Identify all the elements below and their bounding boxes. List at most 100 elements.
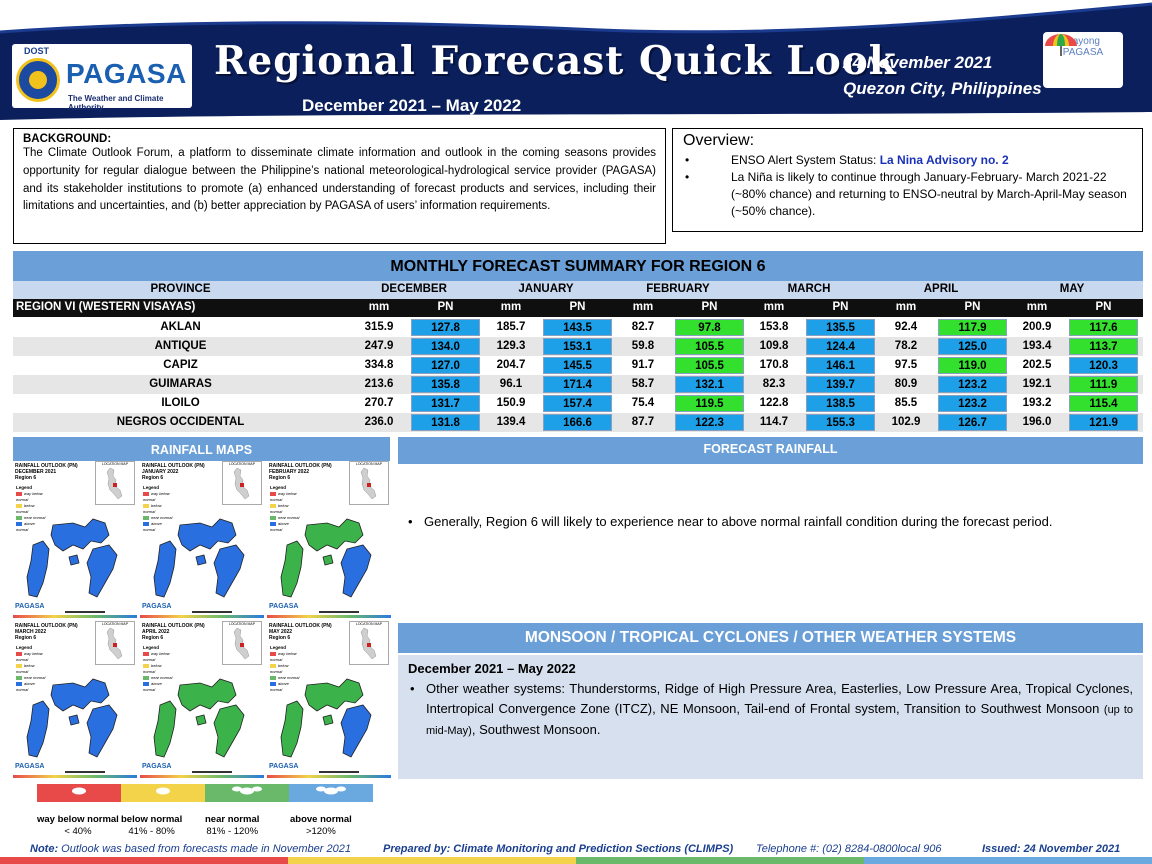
header-banner: DOST PAGASA The Weather and Climate Auth… (0, 0, 1152, 122)
mm-value: 102.9 (891, 416, 921, 428)
monsoon-text-main: Other weather systems: Thunderstorms, Ri… (426, 681, 1133, 716)
table-subheader-row: REGION VI (WESTERN VISAYAS) mm PN mm PN mm PN… (13, 299, 1143, 317)
region6-map (153, 518, 245, 598)
province-name: NEGROS OCCIDENTAL (116, 416, 245, 428)
map-legend: Legend way below normal below normal near n… (270, 645, 300, 692)
map-label: RAINFALL OUTLOOK (PN) MARCH 2022 Region 6 (15, 623, 78, 641)
pn-value: 155.3 (806, 414, 875, 431)
month-header-may: MAY (1059, 283, 1085, 295)
cloud-icon (232, 786, 262, 795)
map-title: RAINFALL OUTLOOK (PN) (15, 463, 78, 469)
month-header-february: FEBRUARY (646, 283, 710, 295)
region-label: REGION VI (WESTERN VISAYAS) (16, 301, 196, 313)
region6-map (280, 678, 372, 758)
legend-item-near: near normal (278, 675, 300, 680)
legend-item-below: below normal (143, 503, 162, 514)
mm-value: 236.0 (364, 416, 394, 428)
mm-value: 129.3 (496, 340, 526, 352)
province-name: GUIMARAS (149, 378, 212, 390)
legend-item-way-below: way below normal (270, 491, 297, 502)
map-region: Region 6 (142, 475, 164, 481)
pn-value: 117.6 (1069, 319, 1138, 336)
cloud-icon (156, 787, 170, 795)
mm-value: 193.2 (1022, 397, 1052, 409)
legend-item-below: below normal (143, 663, 162, 674)
footer-issued: Issued: 24 November 2021 (982, 843, 1121, 855)
map-scale-bar (319, 771, 359, 773)
map-region: Region 6 (142, 635, 164, 641)
location-map: LOCATION MAP (95, 621, 135, 665)
pn-value: 121.9 (1069, 414, 1138, 431)
legend-swatch (289, 784, 373, 802)
legend-title: Legend (143, 485, 160, 490)
legend-swatch (121, 784, 205, 802)
map-month: FEBRUARY 2022 (269, 469, 310, 475)
pn-value: 135.8 (411, 376, 480, 393)
pn-value: 126.7 (938, 414, 1007, 431)
philippines-outline-icon (360, 627, 377, 660)
pn-value: 146.1 (806, 357, 875, 374)
legend-name: above normal (290, 814, 352, 825)
mm-value: 334.8 (364, 359, 394, 371)
footer: Note: Outlook was based from forecasts m… (0, 843, 1152, 859)
issue-date: 24 November 2021 (843, 53, 993, 72)
pn-value: 127.0 (411, 357, 480, 374)
pn-value: 127.8 (411, 319, 480, 336)
map-label: RAINFALL OUTLOOK (PN) APRIL 2022 Region 6 (142, 623, 205, 641)
mm-value: 96.1 (499, 378, 523, 390)
region6-map (26, 678, 118, 758)
mm-value: 202.5 (1022, 359, 1052, 371)
unit-mm: mm (632, 301, 654, 313)
mm-value: 92.4 (894, 321, 918, 333)
month-header-march: MARCH (787, 283, 831, 295)
footer-prepared: Prepared by: Climate Monitoring and Pred… (383, 843, 734, 855)
map-label: RAINFALL OUTLOOK (PN) MAY 2022 Region 6 (269, 623, 332, 641)
unit-pn: PN (832, 301, 849, 313)
footer-color-stripe (0, 857, 1152, 864)
region6-map (26, 518, 118, 598)
logo-name: PAGASA (66, 58, 187, 89)
legend-label: way below normal < 40% (37, 814, 119, 838)
map-label: RAINFALL OUTLOOK (PN) JANUARY 2022 Region … (142, 463, 205, 481)
legend-range: 41% - 80% (128, 826, 175, 837)
enso-label: ENSO Alert System Status: (731, 153, 880, 167)
location-map: LOCATION MAP (349, 621, 389, 665)
map-pagasa-logo: PAGASA (15, 763, 45, 770)
map-scale-bar (65, 771, 105, 773)
pagasa-seal-icon (16, 58, 60, 102)
legend-range: >120% (305, 826, 336, 837)
map-pagasa-logo: PAGASA (15, 603, 45, 610)
legend-title: Legend (270, 485, 287, 490)
rainfall-map: RAINFALL OUTLOOK (PN) JANUARY 2022 Region … (140, 461, 264, 619)
legend-name: way below normal (37, 814, 119, 825)
pn-value: 123.2 (938, 395, 1007, 412)
map-month: MAY 2022 (269, 629, 293, 635)
legend-item-above: above normal (270, 681, 289, 692)
location-map: LOCATION MAP (222, 621, 262, 665)
mm-value: 114.7 (759, 416, 789, 428)
background-box: BACKGROUND: The Climate Outlook Forum, a… (13, 128, 666, 244)
mm-value: 78.2 (894, 340, 918, 352)
map-month: MARCH 2022 (15, 629, 47, 635)
location-map-label: LOCATION MAP (101, 462, 129, 466)
footer-note-text: Outlook was based from forecasts made in… (58, 843, 351, 855)
map-title: RAINFALL OUTLOOK (PN) (142, 463, 205, 469)
pn-value: 145.5 (543, 357, 612, 374)
header-background (0, 2, 1152, 122)
legend-item-above: above normal (270, 521, 289, 532)
footer-note: Note: Outlook was based from forecasts m… (30, 843, 351, 855)
pn-value: 119.0 (938, 357, 1007, 374)
monsoon-text-note: (up to mid-May) (426, 704, 1133, 737)
map-title: RAINFALL OUTLOOK (PN) (269, 623, 332, 629)
map-title: RAINFALL OUTLOOK (PN) (269, 463, 332, 469)
overview-item-lanina: La Niña is likely to continue through Ja… (683, 169, 1132, 220)
pn-value: 139.7 (806, 376, 875, 393)
map-scale-bar (192, 771, 232, 773)
location-map-label: LOCATION MAP (355, 622, 383, 626)
logo-tagline: The Weather and Climate Authority (68, 94, 164, 112)
legend-label: below normal 41% - 80% (121, 814, 182, 838)
map-color-strip (267, 775, 391, 778)
pn-value: 125.0 (938, 338, 1007, 355)
overview-list: ENSO Alert System Status: La Nina Adviso… (683, 152, 1132, 220)
table-row: GUIMARAS 213.6 135.8 96.1 171.4 58.7 132.1 82.3… (13, 375, 1143, 394)
